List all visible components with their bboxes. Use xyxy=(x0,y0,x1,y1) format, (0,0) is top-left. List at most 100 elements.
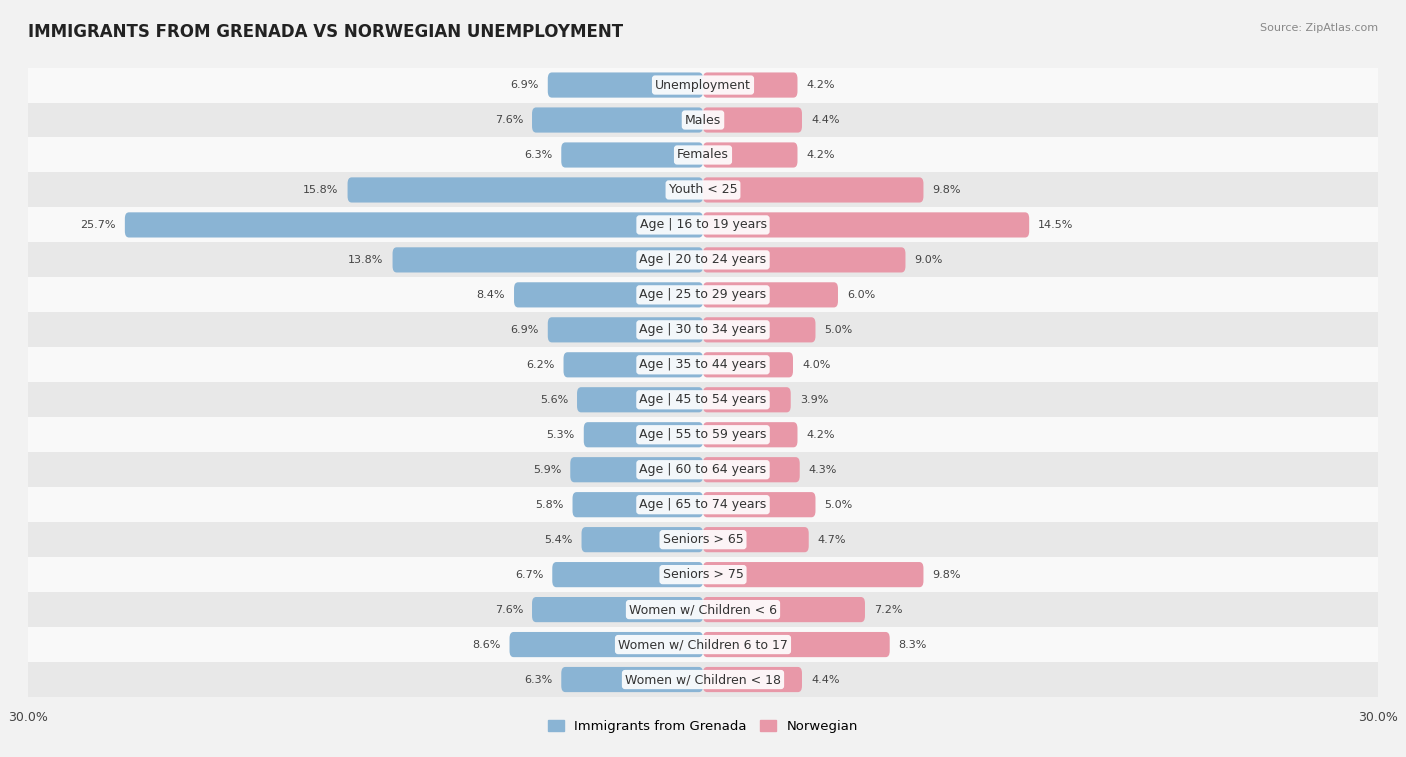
Text: 4.7%: 4.7% xyxy=(818,534,846,544)
Bar xyxy=(28,67,1378,102)
FancyBboxPatch shape xyxy=(703,248,905,273)
FancyBboxPatch shape xyxy=(561,667,703,692)
Bar xyxy=(28,627,1378,662)
Text: 9.8%: 9.8% xyxy=(932,185,960,195)
FancyBboxPatch shape xyxy=(561,142,703,167)
FancyBboxPatch shape xyxy=(703,527,808,553)
Bar xyxy=(28,662,1378,697)
FancyBboxPatch shape xyxy=(703,492,815,517)
Bar xyxy=(28,313,1378,347)
FancyBboxPatch shape xyxy=(703,422,797,447)
FancyBboxPatch shape xyxy=(703,457,800,482)
Text: Age | 25 to 29 years: Age | 25 to 29 years xyxy=(640,288,766,301)
Bar xyxy=(28,347,1378,382)
Text: 5.0%: 5.0% xyxy=(824,500,852,509)
Text: 8.6%: 8.6% xyxy=(472,640,501,650)
Text: Women w/ Children < 18: Women w/ Children < 18 xyxy=(626,673,780,686)
Text: 13.8%: 13.8% xyxy=(349,255,384,265)
FancyBboxPatch shape xyxy=(564,352,703,378)
Text: Seniors > 75: Seniors > 75 xyxy=(662,568,744,581)
Text: Age | 35 to 44 years: Age | 35 to 44 years xyxy=(640,358,766,371)
Text: 5.3%: 5.3% xyxy=(547,430,575,440)
Text: 4.2%: 4.2% xyxy=(807,430,835,440)
Text: 8.3%: 8.3% xyxy=(898,640,927,650)
Bar xyxy=(28,173,1378,207)
Bar xyxy=(28,522,1378,557)
FancyBboxPatch shape xyxy=(703,632,890,657)
FancyBboxPatch shape xyxy=(576,387,703,413)
Bar xyxy=(28,488,1378,522)
Text: Age | 60 to 64 years: Age | 60 to 64 years xyxy=(640,463,766,476)
Text: 9.0%: 9.0% xyxy=(914,255,943,265)
Text: 6.9%: 6.9% xyxy=(510,325,538,335)
FancyBboxPatch shape xyxy=(703,177,924,203)
Text: 4.0%: 4.0% xyxy=(801,360,831,370)
Text: 7.6%: 7.6% xyxy=(495,115,523,125)
FancyBboxPatch shape xyxy=(125,212,703,238)
Text: IMMIGRANTS FROM GRENADA VS NORWEGIAN UNEMPLOYMENT: IMMIGRANTS FROM GRENADA VS NORWEGIAN UNE… xyxy=(28,23,623,41)
FancyBboxPatch shape xyxy=(553,562,703,587)
FancyBboxPatch shape xyxy=(703,282,838,307)
Text: 7.2%: 7.2% xyxy=(875,605,903,615)
FancyBboxPatch shape xyxy=(703,352,793,378)
Text: 4.4%: 4.4% xyxy=(811,674,839,684)
Text: Age | 45 to 54 years: Age | 45 to 54 years xyxy=(640,394,766,407)
Bar xyxy=(28,242,1378,277)
Bar xyxy=(28,102,1378,138)
FancyBboxPatch shape xyxy=(703,107,801,132)
Text: 7.6%: 7.6% xyxy=(495,605,523,615)
Text: Age | 30 to 34 years: Age | 30 to 34 years xyxy=(640,323,766,336)
FancyBboxPatch shape xyxy=(548,317,703,342)
Text: 14.5%: 14.5% xyxy=(1038,220,1074,230)
Text: 5.0%: 5.0% xyxy=(824,325,852,335)
Text: 6.0%: 6.0% xyxy=(846,290,875,300)
Text: Women w/ Children 6 to 17: Women w/ Children 6 to 17 xyxy=(619,638,787,651)
Text: Seniors > 65: Seniors > 65 xyxy=(662,533,744,546)
Text: 4.3%: 4.3% xyxy=(808,465,837,475)
FancyBboxPatch shape xyxy=(703,597,865,622)
Text: Age | 16 to 19 years: Age | 16 to 19 years xyxy=(640,219,766,232)
FancyBboxPatch shape xyxy=(571,457,703,482)
Text: Age | 65 to 74 years: Age | 65 to 74 years xyxy=(640,498,766,511)
Text: 6.7%: 6.7% xyxy=(515,569,543,580)
Text: 6.3%: 6.3% xyxy=(524,150,553,160)
FancyBboxPatch shape xyxy=(703,317,815,342)
Text: 6.9%: 6.9% xyxy=(510,80,538,90)
FancyBboxPatch shape xyxy=(531,597,703,622)
Bar xyxy=(28,452,1378,488)
FancyBboxPatch shape xyxy=(703,142,797,167)
FancyBboxPatch shape xyxy=(515,282,703,307)
Text: 5.9%: 5.9% xyxy=(533,465,561,475)
FancyBboxPatch shape xyxy=(548,73,703,98)
Bar xyxy=(28,592,1378,627)
FancyBboxPatch shape xyxy=(703,73,797,98)
Text: Age | 55 to 59 years: Age | 55 to 59 years xyxy=(640,428,766,441)
Text: 5.8%: 5.8% xyxy=(536,500,564,509)
Text: 3.9%: 3.9% xyxy=(800,394,828,405)
Text: Age | 20 to 24 years: Age | 20 to 24 years xyxy=(640,254,766,266)
Bar xyxy=(28,557,1378,592)
Text: Women w/ Children < 6: Women w/ Children < 6 xyxy=(628,603,778,616)
FancyBboxPatch shape xyxy=(703,212,1029,238)
Text: 5.4%: 5.4% xyxy=(544,534,572,544)
Bar xyxy=(28,417,1378,452)
FancyBboxPatch shape xyxy=(509,632,703,657)
Bar xyxy=(28,382,1378,417)
Text: Unemployment: Unemployment xyxy=(655,79,751,92)
FancyBboxPatch shape xyxy=(703,387,790,413)
FancyBboxPatch shape xyxy=(703,667,801,692)
FancyBboxPatch shape xyxy=(572,492,703,517)
Bar xyxy=(28,138,1378,173)
Text: 5.6%: 5.6% xyxy=(540,394,568,405)
Legend: Immigrants from Grenada, Norwegian: Immigrants from Grenada, Norwegian xyxy=(548,720,858,733)
FancyBboxPatch shape xyxy=(392,248,703,273)
Text: 4.2%: 4.2% xyxy=(807,150,835,160)
FancyBboxPatch shape xyxy=(531,107,703,132)
Text: 25.7%: 25.7% xyxy=(80,220,115,230)
Text: Source: ZipAtlas.com: Source: ZipAtlas.com xyxy=(1260,23,1378,33)
Bar xyxy=(28,277,1378,313)
Text: 8.4%: 8.4% xyxy=(477,290,505,300)
Bar xyxy=(28,207,1378,242)
Text: 15.8%: 15.8% xyxy=(304,185,339,195)
FancyBboxPatch shape xyxy=(583,422,703,447)
